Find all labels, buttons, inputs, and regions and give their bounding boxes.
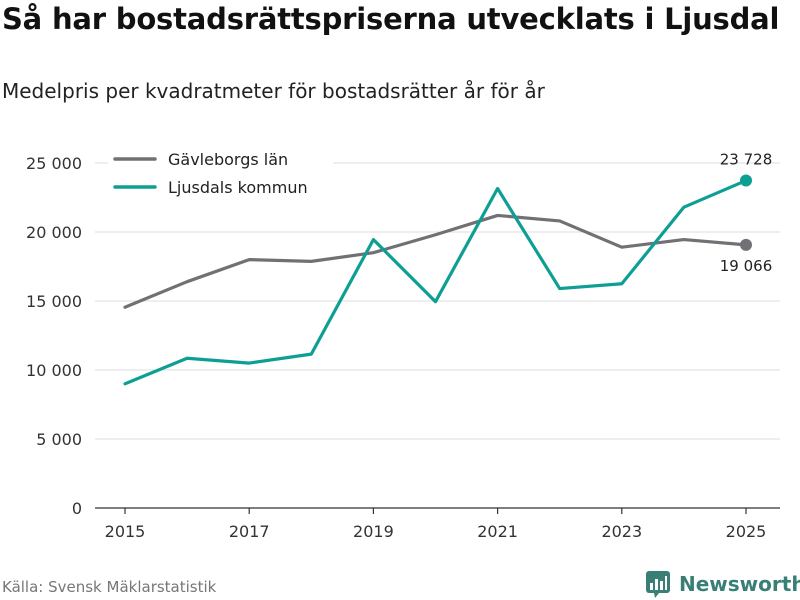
y-tick-label: 10 000 [26,361,82,380]
legend: Gävleborgs län Ljusdals kommun [108,146,333,202]
newsworthy-logo: Newsworthy [645,570,800,598]
x-tick-label: 2021 [477,522,518,541]
y-tick-label: 15 000 [26,292,82,311]
legend-label: Ljusdals kommun [168,178,308,197]
legend-background [108,146,333,202]
source-note: Källa: Svensk Mäklarstatistik [2,578,217,596]
x-tick-label: 2019 [353,522,394,541]
y-tick-labels: 0 5 000 10 000 15 000 20 000 25 000 [26,154,82,518]
chart-title: Så har bostadsrättspriserna utvecklats i… [2,2,780,36]
end-label-gavleborg: 19 066 [720,257,773,275]
series-line-ljusdal [123,178,748,386]
y-tick-label: 5 000 [36,430,82,449]
x-tick-label: 2023 [601,522,642,541]
x-tick-label: 2025 [726,522,767,541]
x-tick-label: 2015 [105,522,146,541]
x-tick-labels: 2015 2017 2019 2021 2023 2025 [105,522,767,541]
x-tick-label: 2017 [229,522,270,541]
brand-name: Newsworthy [679,572,800,596]
x-axis [95,507,780,514]
y-tick-label: 0 [72,499,82,518]
end-labels: 19 066 23 728 [720,151,773,275]
series-line-gavleborg [123,213,748,309]
end-point-ljusdal [740,174,752,187]
series-lines [123,174,752,386]
chart-subtitle: Medelpris per kvadratmeter för bostadsrä… [2,79,545,103]
y-tick-label: 20 000 [26,223,82,242]
newsworthy-logo-icon [646,571,670,598]
y-tick-label: 25 000 [26,154,82,173]
end-point-gavleborg [740,238,752,251]
end-label-ljusdal: 23 728 [720,151,773,169]
legend-label: Gävleborgs län [168,150,288,169]
